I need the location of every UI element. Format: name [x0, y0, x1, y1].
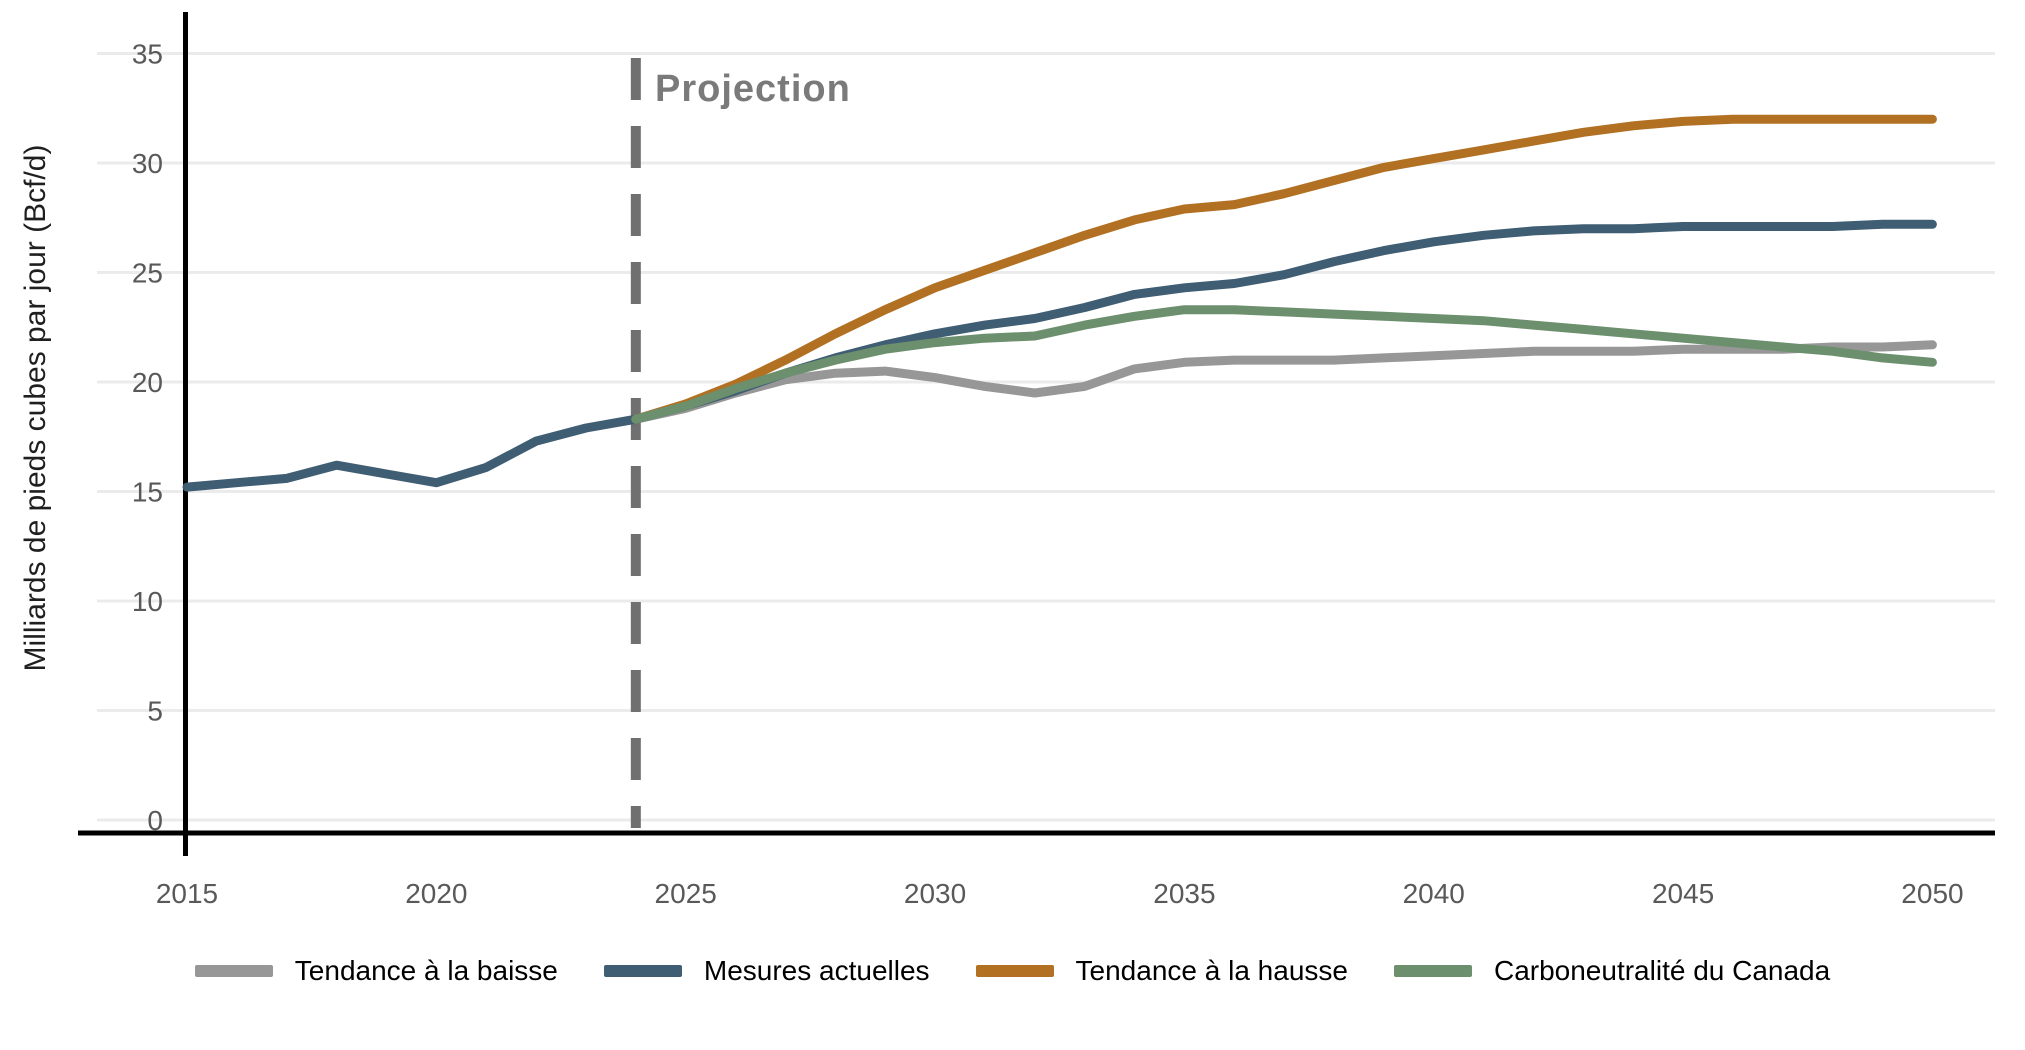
y-axis-title: Milliards de pieds cubes par jour (Bcf/d…	[19, 144, 52, 672]
legend-label: Tendance à la hausse	[1075, 955, 1348, 986]
y-tick-label: 25	[132, 258, 163, 289]
legend-swatch	[603, 965, 682, 977]
legend-label: Tendance à la baisse	[294, 955, 558, 986]
projection-label: Projection	[655, 68, 851, 110]
series-line-carboneutralit-du-canada	[631, 305, 1937, 424]
legend-swatch	[975, 965, 1054, 977]
x-tick-label: 2050	[1901, 878, 1963, 909]
y-tick-label: 35	[132, 39, 163, 70]
legend-item-mesures-actuelles[interactable]: Mesures actuelles	[603, 955, 930, 987]
legend-swatch	[194, 965, 273, 977]
y-tick-label: 10	[132, 586, 163, 617]
legend-label: Carboneutralité du Canada	[1493, 955, 1831, 986]
y-tick-label: 20	[132, 367, 163, 398]
x-tick-label: 2025	[655, 878, 717, 909]
legend-item-carboneutralit-du-canada[interactable]: Carboneutralité du Canada	[1393, 955, 1831, 987]
y-tick-label: 5	[147, 696, 163, 727]
x-tick-label: 2015	[156, 878, 218, 909]
chart-legend: Tendance à la baisse Mesures actuelles Ten…	[0, 955, 2025, 987]
x-tick-label: 2040	[1403, 878, 1465, 909]
y-tick-label: 0	[147, 805, 163, 836]
y-tick-label: 15	[132, 477, 163, 508]
legend-item-tendance-la-hausse[interactable]: Tendance à la hausse	[975, 955, 1348, 987]
series-line-tendance-la-baisse	[631, 340, 1937, 424]
series-line-tendance-la-hausse	[631, 114, 1937, 424]
x-tick-label: 2020	[405, 878, 467, 909]
y-tick-label: 30	[132, 148, 163, 179]
legend-label: Mesures actuelles	[703, 955, 930, 986]
legend-swatch	[1393, 965, 1472, 977]
x-tick-label: 2030	[904, 878, 966, 909]
series-line-mesures-actuelles	[182, 219, 1937, 492]
x-tick-label: 2035	[1153, 878, 1215, 909]
legend-item-tendance-la-baisse[interactable]: Tendance à la baisse	[194, 955, 558, 987]
x-tick-label: 2045	[1652, 878, 1714, 909]
